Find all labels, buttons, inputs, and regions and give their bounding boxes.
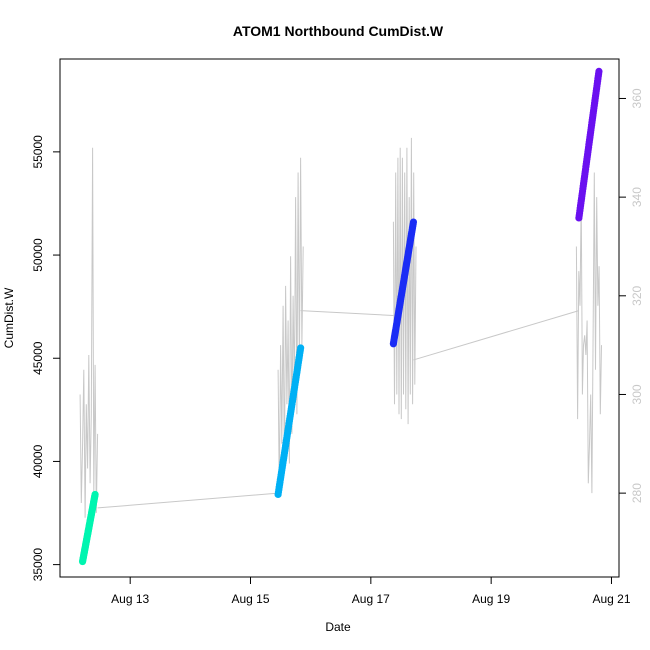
secondary-burst-line <box>277 157 304 494</box>
series-2 <box>274 344 305 499</box>
y-tick-label: 45000 <box>31 341 45 375</box>
x-axis-label: Date <box>325 620 351 634</box>
y2-tick-label: 300 <box>630 384 644 404</box>
data-point <box>595 67 603 75</box>
y2-tick-label: 320 <box>630 285 644 305</box>
x-tick-label: Aug 17 <box>352 592 390 606</box>
chart-title: ATOM1 Northbound CumDist.W <box>233 23 444 39</box>
data-point <box>91 490 99 499</box>
data-point <box>409 218 418 226</box>
secondary-gap-line <box>97 492 279 509</box>
data-point <box>297 344 305 352</box>
x-tick-label: Aug 13 <box>111 592 149 606</box>
x-tick-label: Aug 19 <box>472 592 510 606</box>
y-axis-right: 280 300 320 340 360 <box>618 88 644 503</box>
y-axis-label: CumDist.W <box>2 287 16 348</box>
y2-tick-label: 360 <box>630 88 644 108</box>
series-1 <box>78 490 99 566</box>
y-tick-label: 50000 <box>31 238 45 272</box>
secondary-burst-line <box>575 172 602 494</box>
x-axis: Aug 13 Aug 15 Aug 17 Aug 19 Aug 21 <box>111 576 631 606</box>
y-tick-label: 55000 <box>31 135 45 169</box>
x-tick-label: Aug 21 <box>592 592 630 606</box>
y2-tick-label: 340 <box>630 187 644 207</box>
y-tick-label: 40000 <box>31 444 45 478</box>
secondary-gap-line <box>413 310 580 361</box>
series-3 <box>389 218 418 348</box>
series-4 <box>575 67 603 222</box>
primary-series <box>78 67 603 566</box>
x-tick-label: Aug 15 <box>231 592 269 606</box>
secondary-burst-line <box>79 147 99 518</box>
y2-tick-label: 280 <box>630 483 644 503</box>
y-tick-label: 35000 <box>31 548 45 582</box>
secondary-gap-line <box>300 310 394 317</box>
y-axis-left: 35000 40000 45000 50000 55000 <box>31 135 61 582</box>
